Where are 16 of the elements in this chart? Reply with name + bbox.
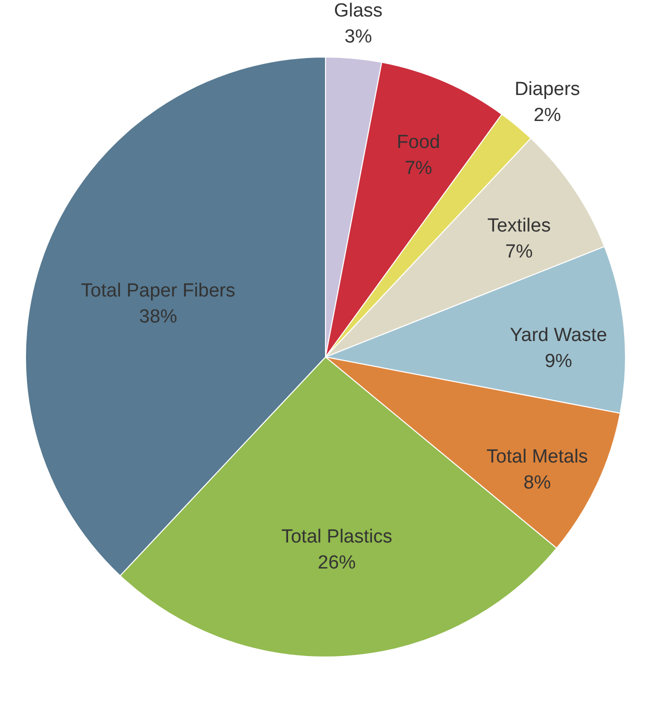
data-label: 9% (544, 350, 572, 372)
slice-label: Total Plastics (281, 526, 392, 548)
slice-label: Total Metals (486, 446, 588, 468)
slice-label: Diapers (514, 78, 580, 100)
slice-label: Glass (334, 0, 383, 22)
data-label: 3% (344, 26, 372, 48)
data-label: 7% (404, 158, 432, 180)
slice-label: Yard Waste (510, 324, 608, 346)
data-label: 2% (534, 104, 562, 126)
slice-label: Textiles (487, 215, 551, 236)
data-label: 8% (523, 472, 552, 494)
slice-label: Total Paper Fibers (81, 280, 236, 302)
data-label: 26% (318, 552, 356, 574)
data-label: 38% (139, 306, 178, 328)
slice-label: Food (396, 132, 440, 154)
data-label: 7% (505, 241, 533, 262)
